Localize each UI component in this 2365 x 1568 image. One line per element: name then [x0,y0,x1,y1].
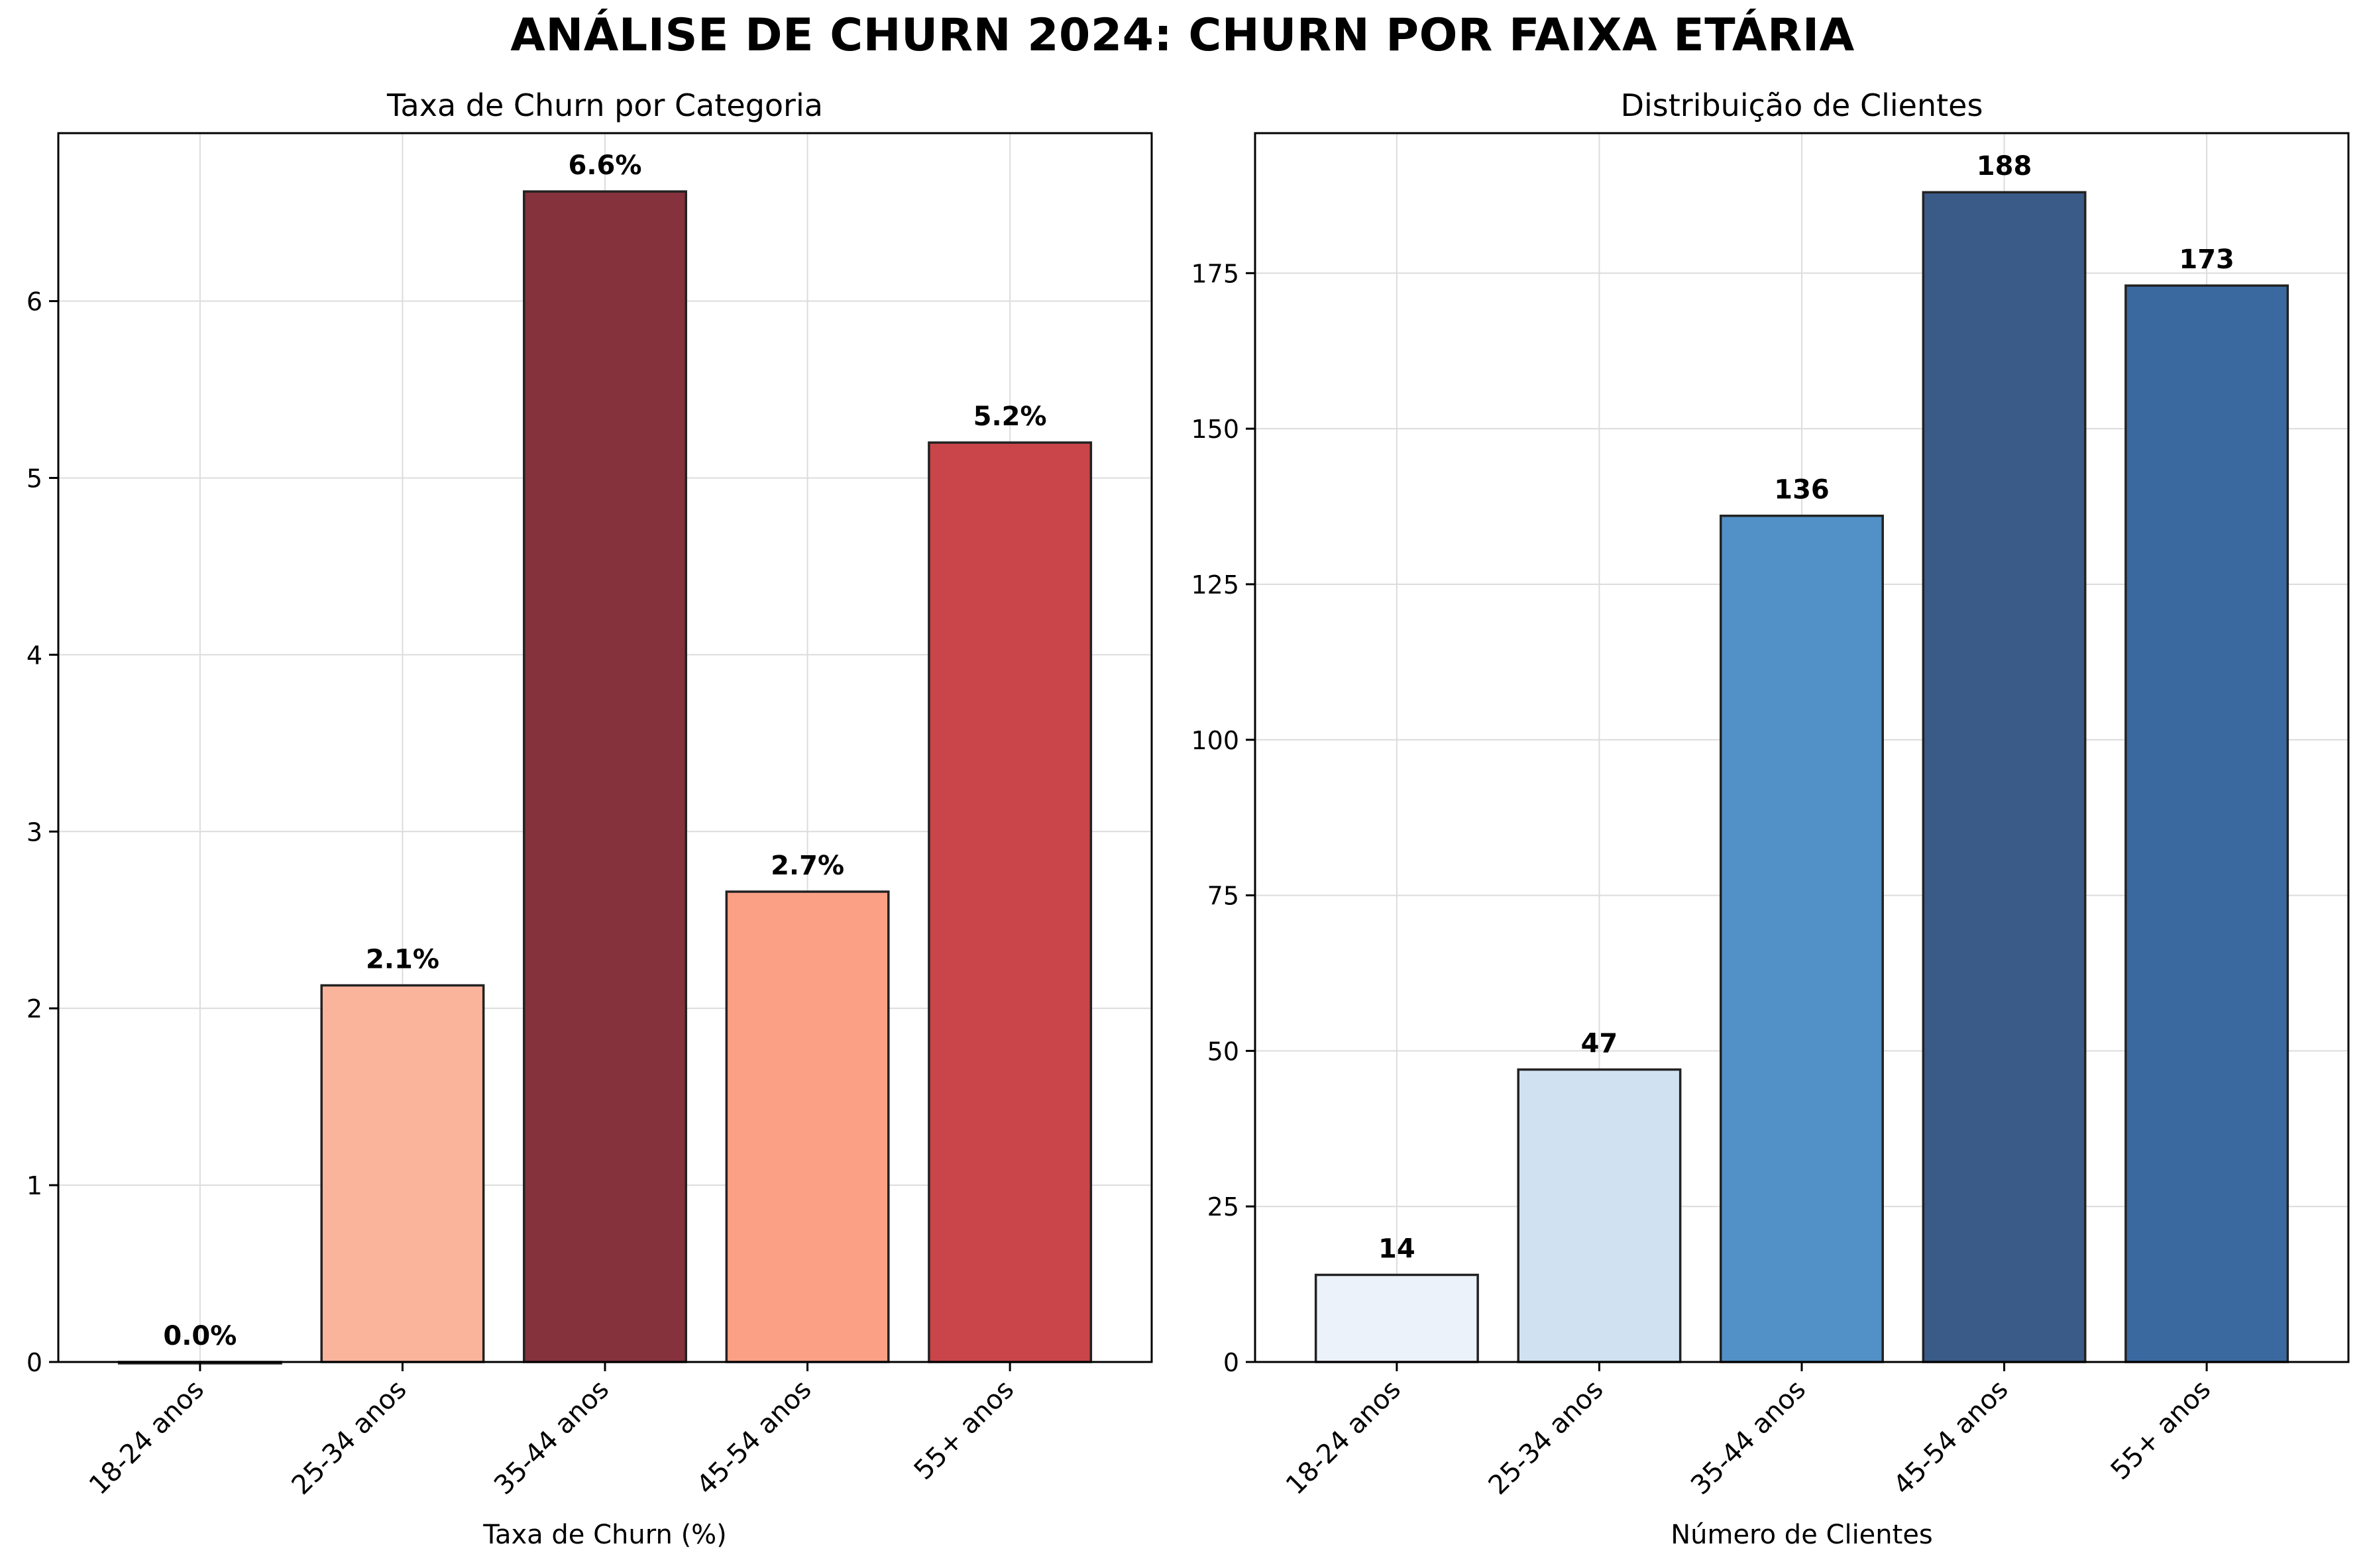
chart-2-xtick-label: 25-34 anos [1483,1375,1610,1501]
chart-1-title: Taxa de Churn por Categoria [386,87,823,123]
chart-1-bar[interactable] [320,984,485,1363]
figure-title: ANÁLISE DE CHURN 2024: CHURN POR FAIXA E… [510,9,1855,62]
chart-1-value-label: 0.0% [163,1321,237,1351]
chart-2-title: Distribuição de Clientes [1621,87,1983,123]
chart-2-xlabel: Número de Clientes [1671,1520,1933,1550]
chart-2-bar[interactable] [1517,1068,1682,1363]
chart-1-xtick-label: 45-54 anos [691,1375,818,1501]
chart-1-xtick-label: 35-44 anos [488,1375,615,1501]
chart-2-xtick-label: 35-44 anos [1685,1375,1812,1501]
chart-2-xtick-label: 45-54 anos [1888,1375,2014,1501]
chart-2-value-label: 14 [1378,1234,1415,1265]
chart-2-value-label: 173 [2179,244,2234,275]
chart-1-value-label: 2.1% [366,944,439,974]
chart-2-ytick-label: 0 [1223,1348,1239,1377]
chart-1-ytick-label: 5 [27,464,42,493]
chart-2-bar[interactable] [1922,191,2087,1363]
chart-1-bar[interactable] [725,890,890,1363]
chart-2-xtick-label: 18-24 anos [1280,1375,1407,1501]
chart-1-xtick-label: 18-24 anos [83,1375,210,1501]
chart-1-bar[interactable] [523,190,687,1363]
chart-1-ytick-label: 3 [27,817,42,847]
chart-2-bar[interactable] [2124,284,2289,1363]
chart-1-ytick-label: 6 [27,287,42,317]
chart-2-xtick-label: 55+ anos [2105,1375,2217,1487]
chart-2-ytick-label: 100 [1191,726,1239,755]
chart-2-ytick-label: 75 [1207,882,1239,911]
chart-1-bar[interactable] [928,441,1093,1363]
chart-2-ytick-label: 150 [1191,415,1239,444]
chart-2-ytick-label: 125 [1191,570,1239,600]
chart-2-value-label: 136 [1774,475,1830,505]
chart-1-ytick-label: 1 [27,1171,42,1200]
chart-1-xtick-label: 55+ anos [908,1375,1020,1487]
chart-1-xtick-label: 25-34 anos [286,1375,413,1501]
chart-2-value-label: 188 [1977,151,2032,182]
chart-1-value-label: 6.6% [569,150,642,181]
chart-2-ytick-label: 25 [1207,1192,1239,1222]
chart-1-value-label: 2.7% [771,851,844,881]
chart-2-ytick-label: 175 [1191,259,1239,288]
chart-2-value-label: 47 [1581,1029,1618,1059]
chart-1-value-label: 5.2% [973,401,1047,432]
chart-1-xlabel: Taxa de Churn (%) [482,1520,727,1550]
chart-1-ytick-label: 0 [27,1348,42,1377]
chart-2-bar[interactable] [1314,1273,1479,1363]
chart-1-ytick-label: 2 [27,994,42,1023]
chart-1-ytick-label: 4 [27,641,42,670]
chart-2-ytick-label: 50 [1207,1037,1239,1066]
chart-2-bar[interactable] [1720,514,1884,1363]
